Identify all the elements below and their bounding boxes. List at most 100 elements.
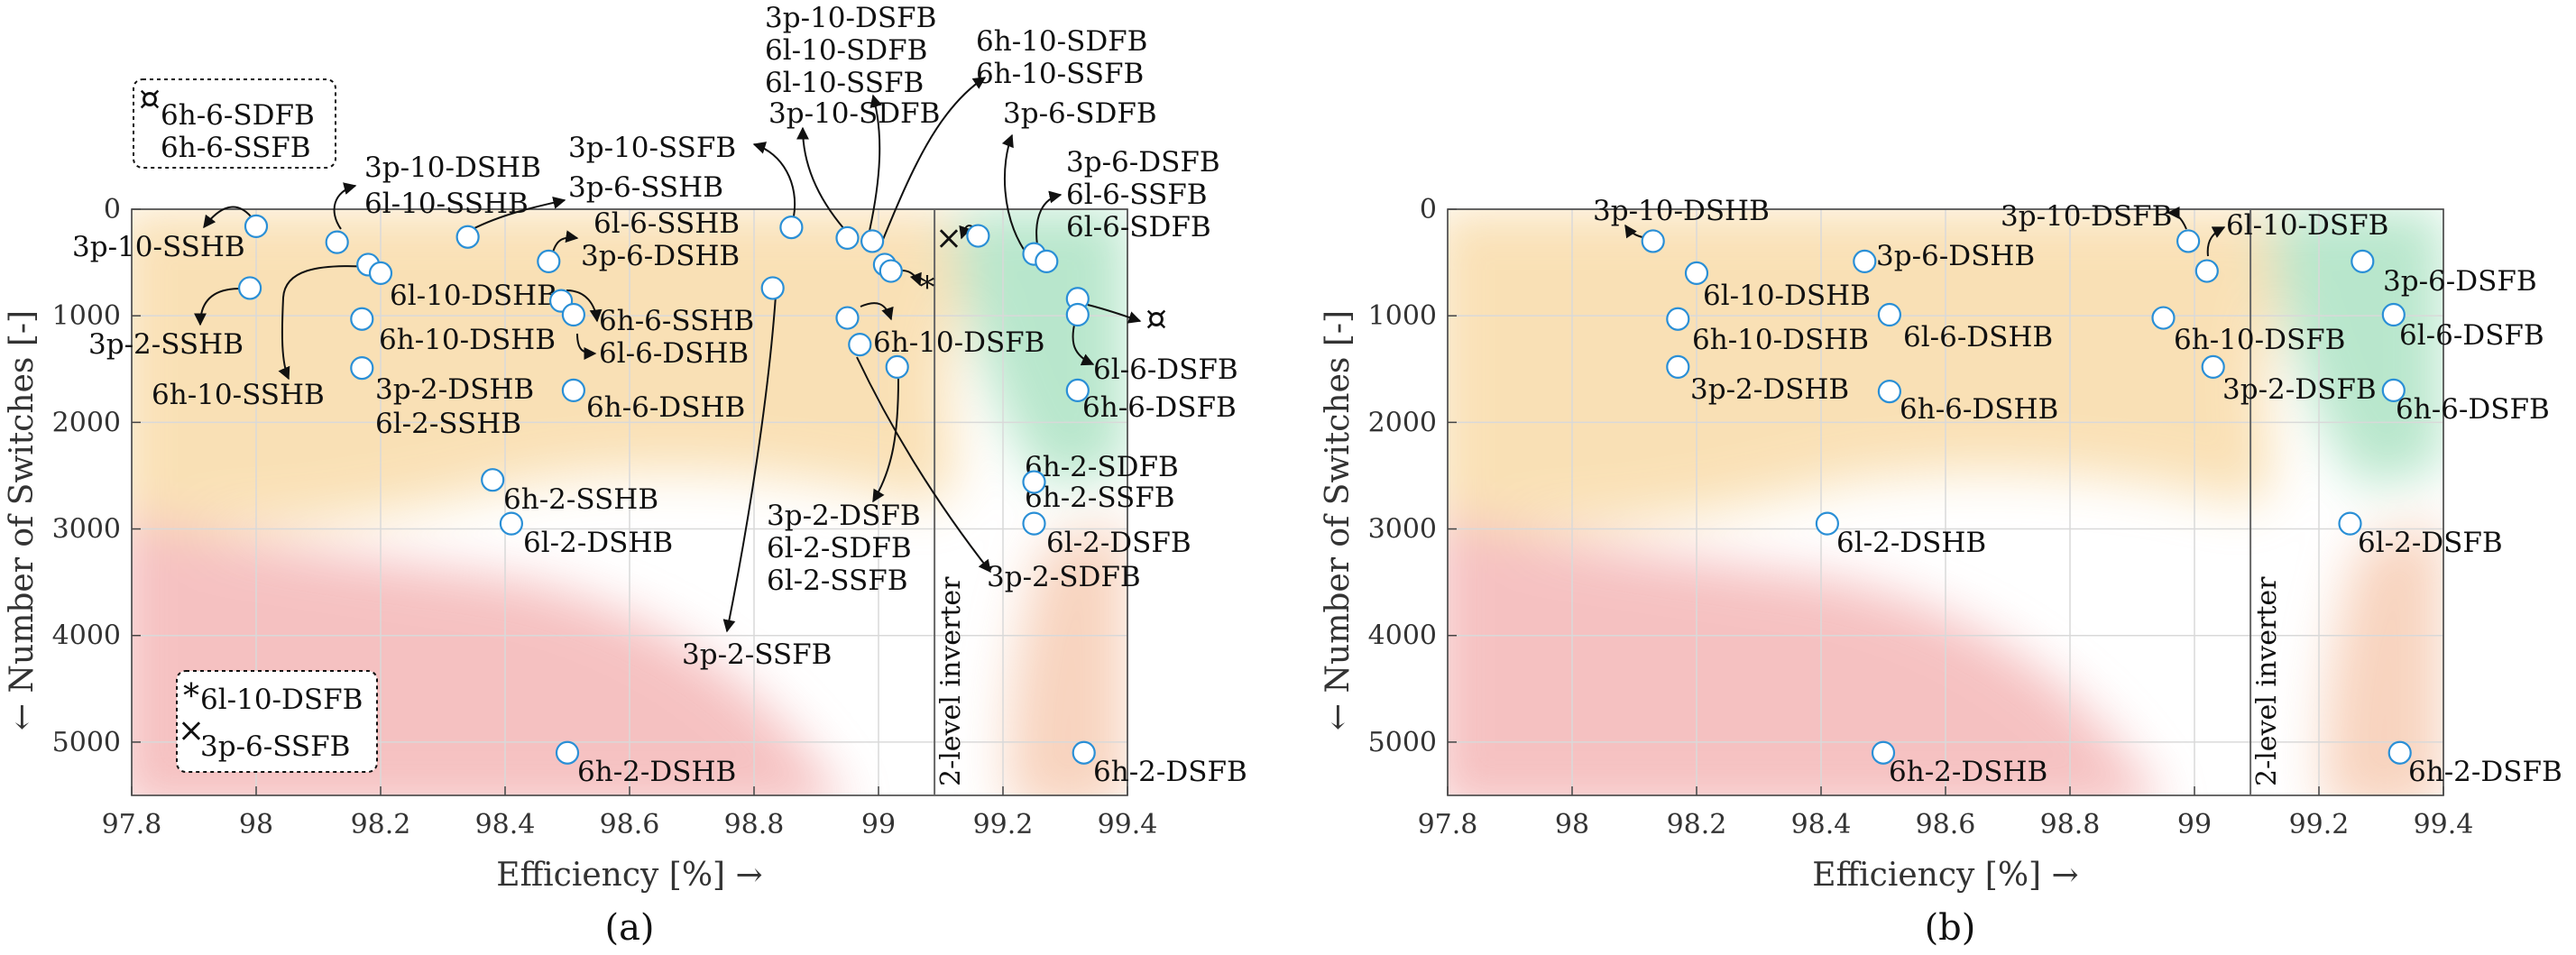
data-point-15 bbox=[760, 276, 785, 300]
label-b-6l-6-dshb: 6l-6-DSHB bbox=[1903, 321, 2053, 354]
label-3p-10-sshb: 3p-10-SSHB bbox=[72, 231, 245, 263]
data-point-22 bbox=[848, 332, 872, 357]
y-tick-label-0: 0 bbox=[104, 194, 121, 225]
legend-6h-6-ssfb: 6h-6-SSFB bbox=[161, 132, 311, 164]
label-3p-2-dsfb: 3p-2-DSFB bbox=[767, 500, 921, 532]
annotations-b: 3p-10-DSHB 6l-10-DSHB 6h-10-DSHB 3p-2-DS… bbox=[1593, 195, 2562, 788]
region-orange-b bbox=[1448, 209, 2282, 530]
data-point-10 bbox=[2194, 259, 2219, 283]
label-b-3p-6-dshb: 3p-6-DSHB bbox=[1876, 240, 2035, 272]
label-6h-10-dshb: 6h-10-DSHB bbox=[379, 324, 556, 356]
data-point-21 bbox=[835, 306, 860, 330]
x-tick-label-3: 98.4 bbox=[1791, 809, 1852, 840]
label-b-3p-10-dsfb: 3p-10-DSFB bbox=[2001, 200, 2172, 233]
y-tick-label-5: 5000 bbox=[52, 727, 121, 758]
y-tick-label-3: 3000 bbox=[52, 514, 121, 546]
label-b-3p-10-dshb: 3p-10-DSHB bbox=[1593, 195, 1770, 227]
label-6l-10-sshb: 6l-10-SSHB bbox=[364, 188, 529, 220]
data-point-2 bbox=[1666, 307, 1690, 331]
data-point-0 bbox=[244, 214, 269, 239]
data-point-6 bbox=[1877, 379, 1901, 404]
x-tick-label-5: 98.8 bbox=[724, 809, 785, 840]
label-b-6h-2-dsfb: 6h-2-DSFB bbox=[2408, 756, 2562, 788]
data-point-5 bbox=[350, 307, 374, 331]
marker-6l-10-dsfb: * bbox=[920, 270, 935, 306]
label-b-6l-2-dshb: 6l-2-DSHB bbox=[1836, 527, 1986, 559]
points-a bbox=[238, 214, 1096, 765]
legend-3p-6-ssfb: 3p-6-SSFB bbox=[200, 730, 350, 763]
label-b-6h-10-dsfb: 6h-10-DSFB bbox=[2174, 324, 2345, 356]
y-tick-label-1: 1000 bbox=[1368, 300, 1437, 332]
x-tick-label-1: 98 bbox=[1555, 809, 1589, 840]
plot-frame bbox=[1447, 208, 2444, 796]
x-tick-label-5: 98.8 bbox=[2040, 809, 2101, 840]
label-b-3p-2-dshb: 3p-2-DSHB bbox=[1690, 373, 1849, 406]
legend-6l-10-dsfb: 6l-10-DSFB bbox=[200, 684, 363, 716]
caption-b: (b) bbox=[1925, 907, 1976, 949]
legend-marker-x: × bbox=[178, 712, 205, 749]
data-point-13 bbox=[2351, 249, 2375, 274]
label-6h-2-dsfb: 6h-2-DSFB bbox=[1093, 756, 1247, 788]
region-red-b bbox=[1448, 517, 2156, 795]
data-point-7 bbox=[455, 225, 480, 249]
label-6l-6-sdfb: 6l-6-SDFB bbox=[1066, 211, 1211, 243]
data-point-28 bbox=[1065, 302, 1090, 327]
y-tick-label-3: 3000 bbox=[1368, 514, 1437, 546]
label-6l-2-dsfb: 6l-2-DSFB bbox=[1046, 527, 1191, 559]
data-point-17 bbox=[2387, 740, 2412, 765]
label-3p-6-sdfb: 3p-6-SDFB bbox=[1003, 97, 1157, 130]
data-point-6 bbox=[350, 355, 374, 381]
label-b-6l-10-dshb: 6l-10-DSHB bbox=[1703, 280, 1871, 312]
data-point-31 bbox=[1022, 511, 1046, 536]
y-axis-title: ← Number of Switches [-] bbox=[4, 310, 41, 730]
data-point-17 bbox=[835, 225, 860, 251]
region-green bbox=[954, 209, 1127, 487]
label-6l-10-ssfb: 6l-10-SSFB bbox=[765, 67, 924, 99]
data-point-11 bbox=[2151, 306, 2176, 330]
data-point-26 bbox=[1035, 249, 1059, 274]
data-point-15 bbox=[2381, 378, 2406, 403]
plot-frame bbox=[131, 208, 1128, 796]
data-point-1 bbox=[1684, 261, 1709, 286]
data-point-30 bbox=[1022, 470, 1046, 494]
x-tick-label-7: 99.2 bbox=[973, 809, 1034, 840]
marker-3p-6-ssfb: × bbox=[935, 220, 962, 257]
label-6h-2-dshb: 6h-2-DSHB bbox=[577, 756, 736, 788]
label-3p-2-sdfb: 3p-2-SDFB bbox=[987, 561, 1141, 593]
label-3p-10-ssfb: 3p-10-SSFB bbox=[568, 132, 736, 164]
x-tick-label-0: 97.8 bbox=[1418, 809, 1478, 840]
label-6h-6-sshb: 6h-6-SSHB bbox=[599, 305, 754, 337]
data-point-8 bbox=[537, 249, 561, 274]
data-point-13 bbox=[499, 511, 524, 536]
y-tick-label-4: 4000 bbox=[1368, 620, 1437, 652]
label-6h-10-sdfb: 6h-10-SDFB bbox=[976, 25, 1147, 58]
x-tick-label-2: 98.2 bbox=[1667, 809, 1727, 840]
data-point-5 bbox=[1877, 302, 1901, 327]
data-point-12 bbox=[2201, 354, 2225, 380]
regions-b bbox=[1448, 209, 2443, 795]
data-point-10 bbox=[561, 302, 586, 327]
x-tick-label-6: 99 bbox=[861, 809, 896, 840]
axes-a: 97.8 98 98.2 98.4 98.6 98.8 99 99.2 99.4 0 1000 200… bbox=[4, 194, 1157, 894]
data-point-3 bbox=[1666, 354, 1690, 380]
data-point-4 bbox=[368, 261, 393, 286]
x-tick-label-6: 99 bbox=[2177, 809, 2212, 840]
data-point-14 bbox=[555, 740, 580, 765]
label-6l-2-ssfb: 6l-2-SSFB bbox=[767, 565, 908, 597]
data-point-24 bbox=[966, 224, 990, 248]
caption-a: (a) bbox=[604, 907, 654, 949]
y-tick-label-1: 1000 bbox=[52, 300, 121, 332]
legend-marker-star: * bbox=[183, 678, 199, 715]
data-point-1 bbox=[238, 276, 262, 300]
label-b-6l-6-dsfb: 6l-6-DSFB bbox=[2399, 319, 2544, 352]
label-3p-10-dsfb: 3p-10-DSFB bbox=[765, 2, 936, 34]
reference-line-a: 2-level inverter bbox=[934, 209, 967, 795]
marker-6h-6-sdfb: ¤ bbox=[1145, 298, 1167, 338]
data-point-7 bbox=[1815, 511, 1840, 536]
label-b-6l-2-dsfb: 6l-2-DSFB bbox=[2358, 527, 2503, 559]
x-tick-label-7: 99.2 bbox=[2289, 809, 2350, 840]
region-orange bbox=[132, 209, 965, 530]
data-point-16 bbox=[2338, 511, 2362, 536]
y-tick-label-5: 5000 bbox=[1368, 727, 1437, 758]
